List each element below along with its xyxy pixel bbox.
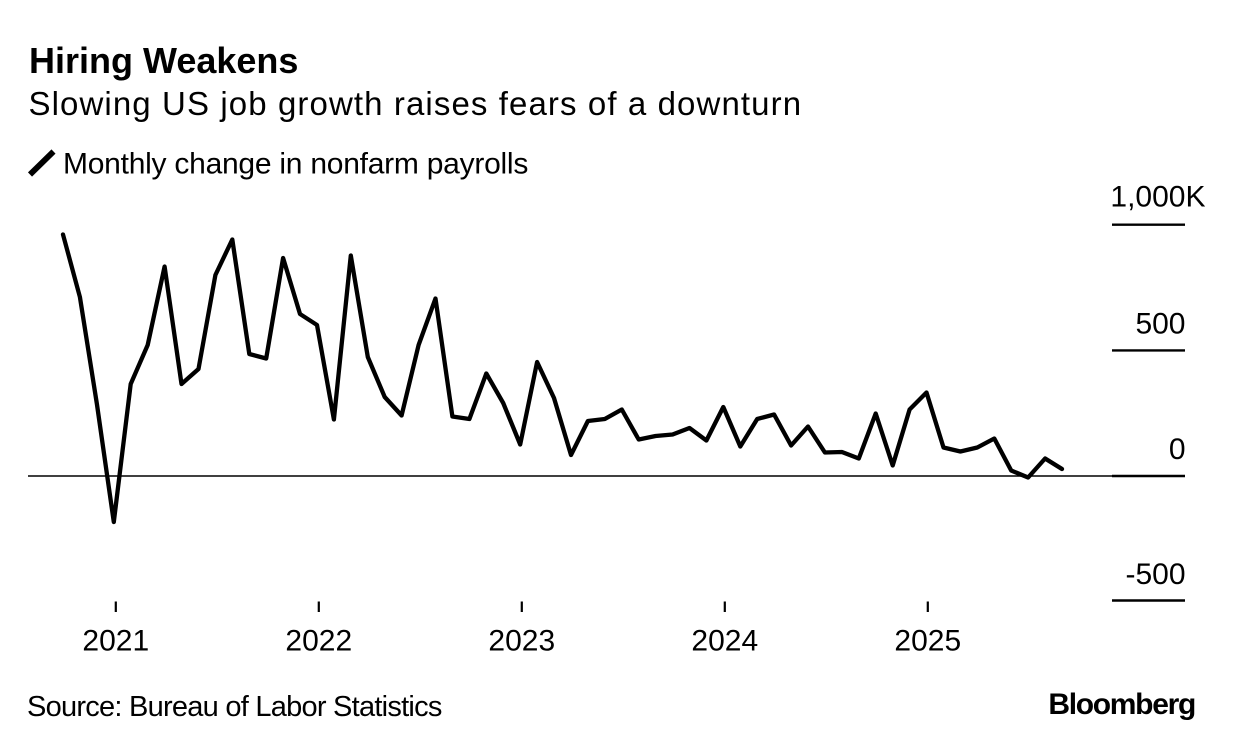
svg-text:Slowing US job growth raises f: Slowing US job growth raises fears of a … [29, 85, 803, 122]
svg-text:Hiring Weakens: Hiring Weakens [29, 40, 298, 81]
svg-text:2021: 2021 [82, 625, 149, 658]
svg-text:500: 500 [1135, 308, 1185, 341]
svg-text:1,000K: 1,000K [1110, 181, 1205, 214]
svg-text:Bloomberg: Bloomberg [1048, 688, 1195, 721]
svg-text:2022: 2022 [285, 625, 352, 658]
svg-text:2023: 2023 [488, 625, 555, 658]
svg-text:-500: -500 [1125, 558, 1185, 591]
svg-text:2024: 2024 [691, 625, 758, 658]
svg-text:2025: 2025 [894, 625, 961, 658]
svg-text:0: 0 [1169, 433, 1186, 466]
svg-text:Monthly change in nonfarm payr: Monthly change in nonfarm payrolls [63, 148, 528, 181]
svg-text:Source: Bureau of Labor Statis: Source: Bureau of Labor Statistics [27, 691, 442, 723]
